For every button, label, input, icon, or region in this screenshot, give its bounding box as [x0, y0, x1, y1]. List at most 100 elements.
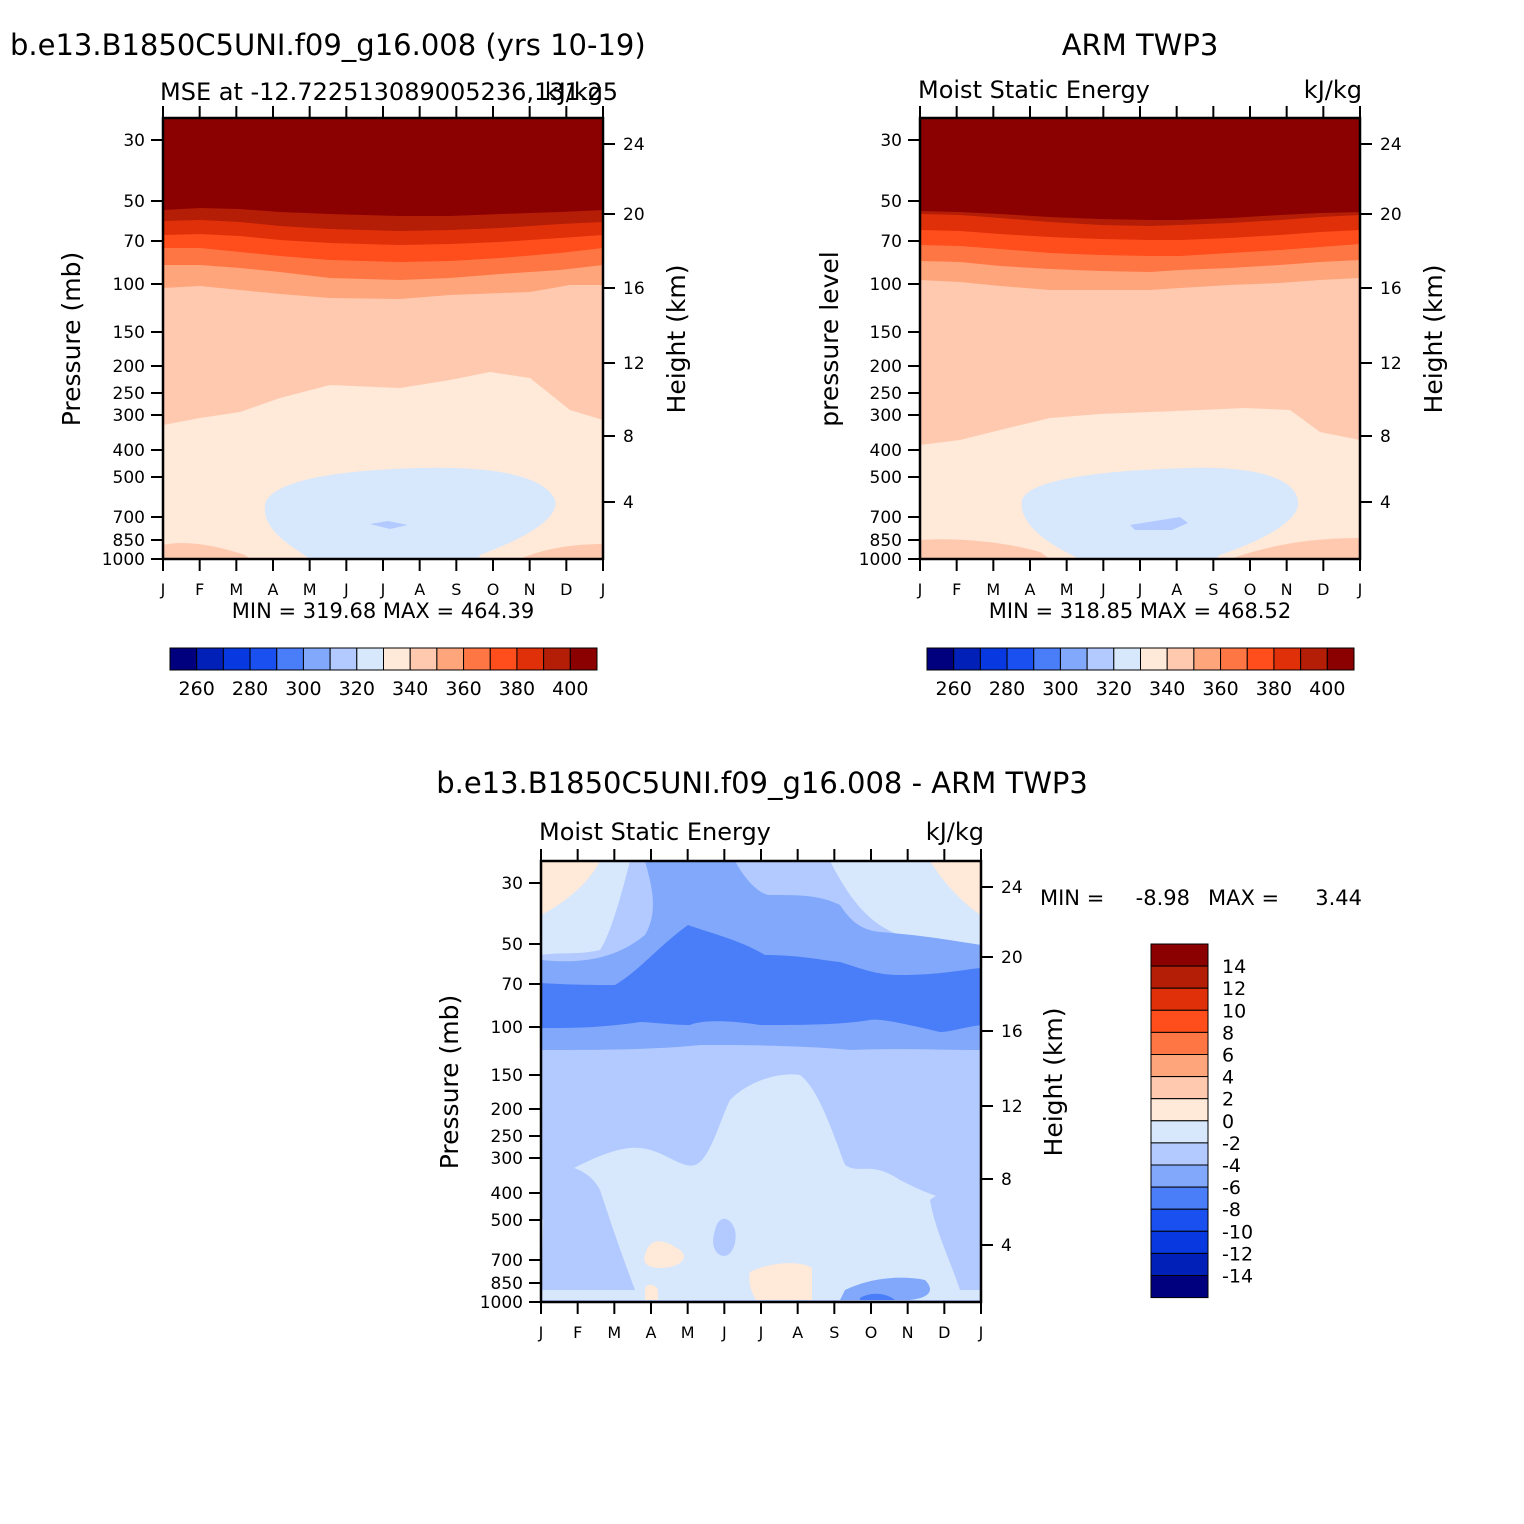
colorbar-label: 8: [1222, 1022, 1234, 1044]
ytick-right-label: 16: [1001, 1022, 1023, 1042]
fill-blue-band: [541, 925, 981, 1032]
ytick-label: 500: [491, 1211, 523, 1231]
panel-obs-title: ARM TWP3: [1062, 28, 1219, 62]
colorbar-box: [1150, 1031, 1209, 1056]
colorbar-box: [1059, 647, 1088, 671]
colorbar-label: -8: [1222, 1199, 1241, 1221]
panel-diff-min-label: MIN =: [1040, 886, 1104, 910]
fill-darkest-red: [920, 118, 1360, 220]
fill-bottom-left: [920, 539, 1050, 559]
xtick-label: O: [487, 580, 500, 599]
panel-obs-subtitle-left: Moist Static Energy: [918, 76, 1150, 104]
xtick-label: N: [902, 1323, 914, 1342]
ytick-right-label: 16: [1380, 279, 1402, 299]
panel-model-ylabel-right: Height (km): [662, 265, 691, 414]
xtick-label: J: [160, 580, 166, 599]
xtick-label: N: [524, 580, 536, 599]
ytick-right-label: 4: [1380, 493, 1391, 513]
panel-diff-max-value: 3.44: [1315, 886, 1362, 910]
ytick-label: 100: [491, 1018, 523, 1038]
ytick-label: 50: [880, 192, 902, 212]
ytick-right-label: 12: [623, 354, 645, 374]
panel-obs-yticks-right: 24 20 16 12 8 4: [1360, 135, 1402, 513]
colorbar-label: -4: [1222, 1155, 1241, 1177]
fill-blue-spot: [1130, 517, 1188, 530]
colorbar-box: [1150, 1120, 1209, 1144]
panel-obs-colorbar: 260 280 300 320 340 360 380 400: [926, 647, 1355, 700]
colorbar-label: 360: [445, 678, 481, 700]
colorbar-box: [1326, 647, 1355, 671]
panel-diff: b.e13.B1850C5UNI.f09_g16.008 - ARM TWP3 …: [435, 766, 1362, 1342]
ytick-right-label: 24: [623, 135, 645, 155]
colorbar-label: 12: [1222, 978, 1246, 1000]
ytick-label: 250: [491, 1127, 523, 1147]
colorbar-box: [1273, 647, 1302, 671]
colorbar-label: 400: [552, 678, 588, 700]
colorbar-box: [489, 647, 518, 671]
colorbar-label: 380: [1256, 678, 1292, 700]
ytick-right-label: 24: [1380, 135, 1402, 155]
colorbar-box: [1220, 647, 1248, 671]
colorbar-box: [1033, 647, 1061, 671]
fill-mid-blue-right: [930, 1180, 981, 1290]
panel-model-stats: MIN = 319.68 MAX = 464.39: [232, 599, 534, 623]
xtick-label: J: [380, 580, 386, 599]
fill-top-pale-right: [830, 861, 981, 945]
xtick-label: D: [938, 1323, 950, 1342]
xtick-label: J: [1100, 580, 1106, 599]
ytick-label: 1000: [102, 550, 145, 570]
panel-model-colorbar: 260 280 300 320 340 360 380 400: [169, 647, 598, 700]
colorbar-label: -2: [1222, 1133, 1241, 1155]
colorbar-label: 300: [1042, 678, 1078, 700]
ytick-label: 1000: [480, 1293, 523, 1313]
colorbar-box: [1246, 647, 1275, 671]
colorbar-box: [1150, 1142, 1209, 1166]
colorbar-box: [463, 647, 491, 671]
ytick-label: 70: [880, 232, 902, 252]
xtick-label: O: [865, 1323, 878, 1342]
panel-obs-ylabel-right: Height (km): [1419, 265, 1448, 414]
colorbar-label: 260: [936, 678, 972, 700]
colorbar-box: [196, 647, 224, 671]
ytick-label: 850: [491, 1274, 523, 1294]
colorbar-label: 320: [1096, 678, 1132, 700]
ytick-label: 100: [870, 275, 902, 295]
colorbar-box: [1150, 1054, 1209, 1078]
xtick-label: A: [1025, 580, 1036, 599]
colorbar-label: 360: [1202, 678, 1238, 700]
xtick-label: J: [538, 1323, 544, 1342]
colorbar-box: [1150, 1076, 1209, 1100]
panel-obs: ARM TWP3 Moist Static Energy kJ/kg 30 50 7…: [815, 28, 1448, 700]
fill-bottom-right: [1230, 538, 1360, 559]
colorbar-label: 6: [1222, 1045, 1234, 1067]
ytick-label: 30: [501, 874, 523, 894]
ytick-right-label: 24: [1001, 878, 1023, 898]
ytick-label: 100: [113, 275, 145, 295]
xtick-label: F: [573, 1323, 582, 1342]
xtick-label: A: [646, 1323, 657, 1342]
ytick-label: 500: [113, 468, 145, 488]
fill-pale-region-center: [541, 1074, 981, 1300]
ytick-label: 70: [123, 232, 145, 252]
ytick-label: 700: [113, 508, 145, 528]
ytick-right-label: 8: [1380, 427, 1391, 447]
fill-mid-blue-left: [541, 1166, 635, 1290]
ytick-label: 30: [123, 131, 145, 151]
panel-diff-min-value: -8.98: [1136, 886, 1190, 910]
colorbar-box: [1300, 647, 1328, 671]
colorbar-label: -12: [1222, 1243, 1253, 1265]
ytick-label: 50: [123, 192, 145, 212]
colorbar-box: [953, 647, 981, 671]
colorbar-box: [249, 647, 278, 671]
xtick-label: O: [1244, 580, 1257, 599]
panel-obs-subtitle-right: kJ/kg: [1304, 76, 1362, 104]
xtick-label: J: [343, 580, 349, 599]
colorbar-box: [169, 647, 198, 671]
